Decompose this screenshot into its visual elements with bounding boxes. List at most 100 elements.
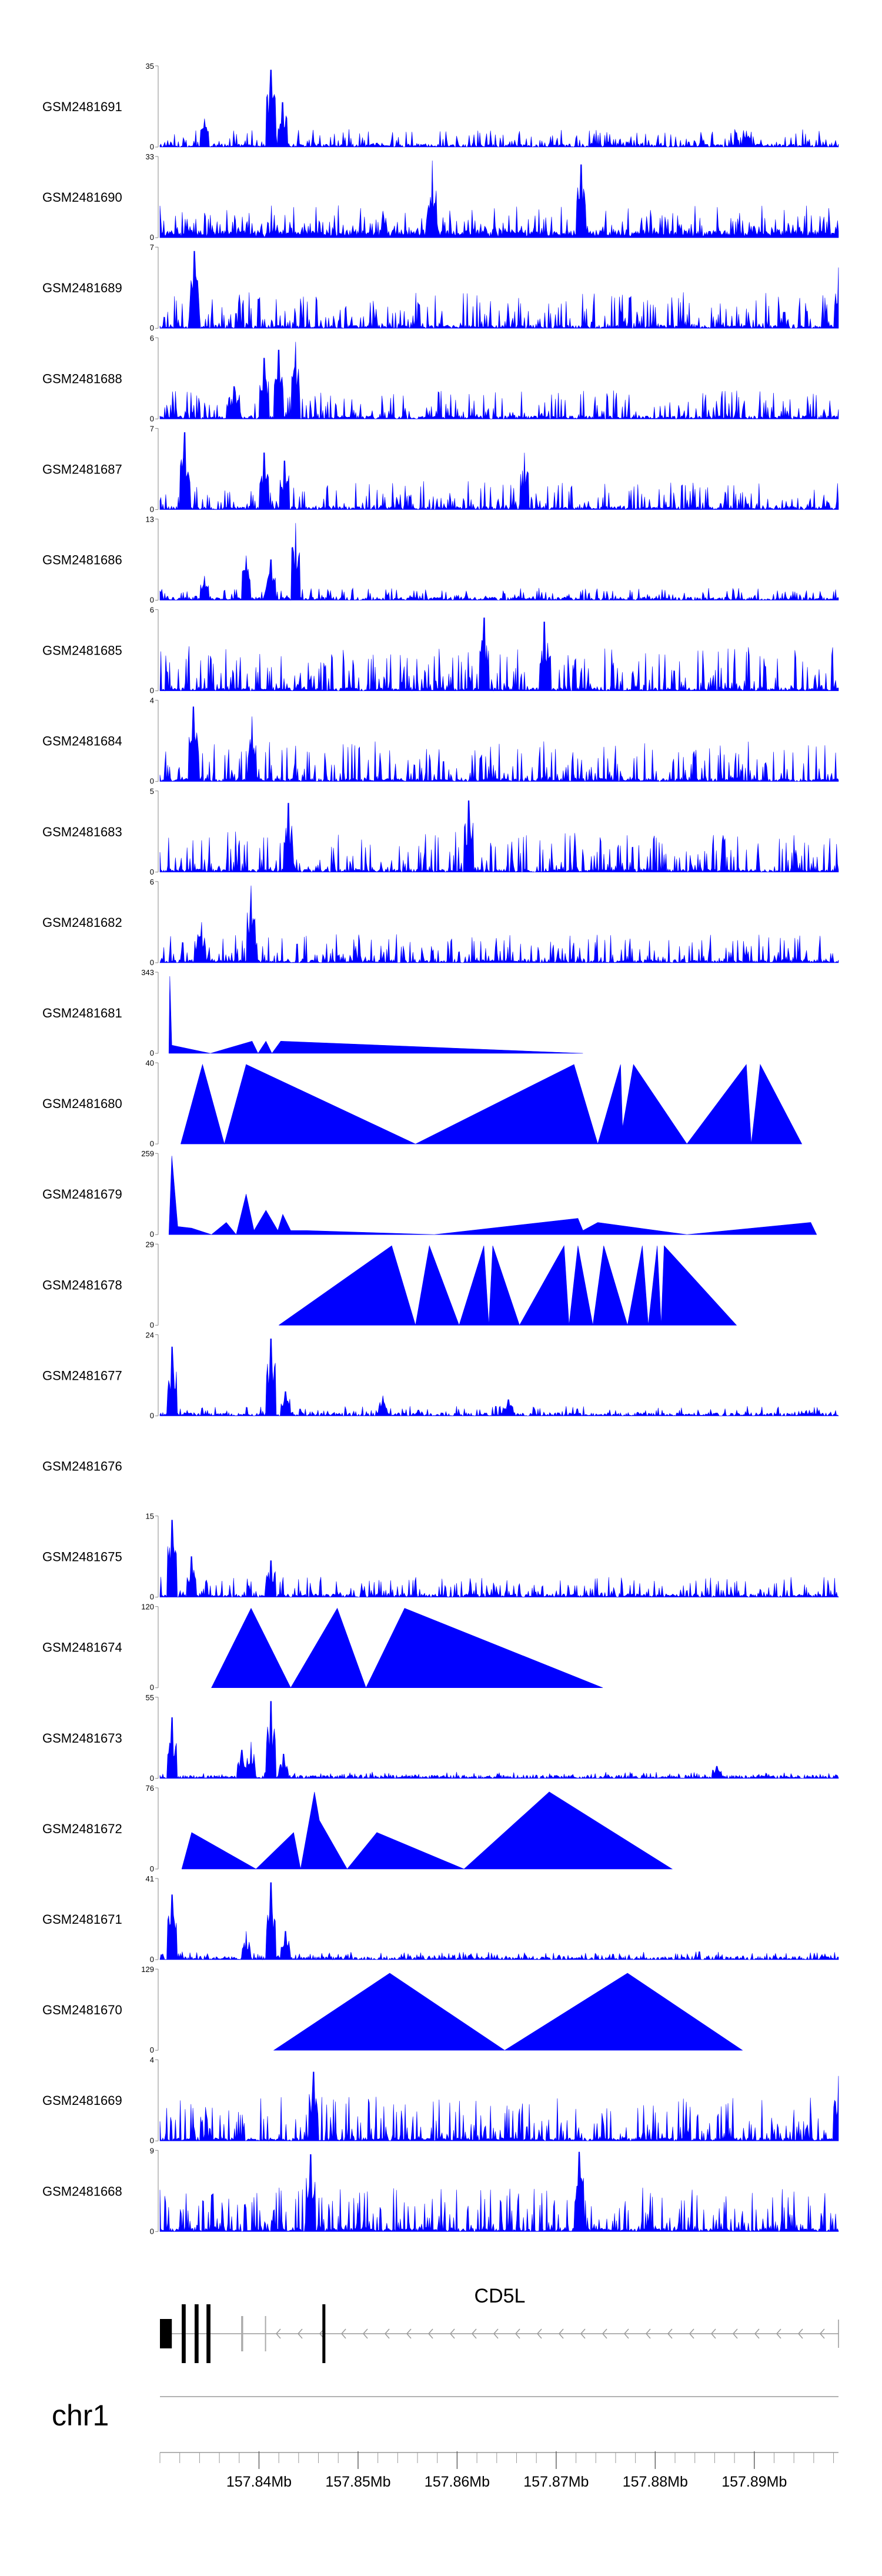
exon-block xyxy=(241,2316,243,2351)
y-zero-label: 0 xyxy=(150,1139,154,1148)
track-name-label: GSM2481684 xyxy=(42,734,122,749)
coverage-area xyxy=(168,976,583,1054)
y-max-label: 76 xyxy=(146,1784,154,1793)
coverage-area xyxy=(159,618,839,692)
coverage-area xyxy=(168,1156,817,1235)
track-name-label: GSM2481682 xyxy=(42,915,122,930)
coverage-area xyxy=(211,1607,603,1689)
coverage-area xyxy=(159,69,839,148)
track-name-label: GSM2481670 xyxy=(42,2003,122,2017)
track-gsm2481686: GSM2481686 13 0 xyxy=(42,515,839,605)
coverage-area xyxy=(159,2151,839,2233)
track-gsm2481675: GSM2481675 15 0 xyxy=(42,1512,839,1601)
track-gsm2481684: GSM2481684 4 0 xyxy=(42,696,839,786)
exon-block xyxy=(160,2319,172,2348)
y-zero-label: 0 xyxy=(150,414,154,423)
coverage-area xyxy=(181,1791,673,1870)
y-zero-label: 0 xyxy=(150,323,154,332)
strand-arrow-icon xyxy=(341,2328,346,2339)
track-name-label: GSM2481680 xyxy=(42,1096,122,1111)
y-zero-label: 0 xyxy=(150,1320,154,1329)
track-gsm2481669: GSM2481669 4 0 xyxy=(42,2056,839,2145)
y-zero-label: 0 xyxy=(150,867,154,876)
y-zero-label: 0 xyxy=(150,1230,154,1239)
y-zero-label: 0 xyxy=(150,1411,154,1420)
track-name-label: GSM2481671 xyxy=(42,1912,122,1927)
y-max-label: 6 xyxy=(150,333,154,342)
exon-block xyxy=(322,2304,326,2363)
track-name-label: GSM2481676 xyxy=(42,1459,122,1474)
coverage-area xyxy=(159,885,839,964)
track-gsm2481687: GSM2481687 7 0 xyxy=(42,424,839,513)
y-zero-label: 0 xyxy=(150,1049,154,1057)
strand-arrow-icon xyxy=(754,2328,760,2339)
strand-arrow-icon xyxy=(298,2328,303,2339)
strand-arrow-icon xyxy=(537,2328,542,2339)
y-max-label: 6 xyxy=(150,606,154,615)
y-zero-label: 0 xyxy=(150,1864,154,1873)
coverage-area xyxy=(159,1520,839,1598)
track-name-label: GSM2481685 xyxy=(42,643,122,658)
x-tick-label: 157.89Mb xyxy=(721,2474,787,2490)
track-gsm2481691: GSM2481691 35 0 xyxy=(42,62,839,151)
y-max-label: 33 xyxy=(146,152,154,161)
track-gsm2481672: GSM2481672 76 0 xyxy=(42,1784,673,1873)
strand-arrow-icon xyxy=(276,2328,281,2339)
exon-block xyxy=(265,2316,266,2351)
track-name-label: GSM2481669 xyxy=(42,2093,122,2108)
strand-arrow-icon xyxy=(624,2328,629,2339)
track-name-label: GSM2481672 xyxy=(42,1821,122,1836)
coverage-area xyxy=(159,1882,839,1961)
track-gsm2481673: GSM2481673 55 0 xyxy=(42,1693,839,1783)
y-max-label: 6 xyxy=(150,877,154,886)
y-max-label: 55 xyxy=(146,1693,154,1702)
y-zero-label: 0 xyxy=(150,1955,154,1964)
coverage-area xyxy=(181,1063,803,1145)
track-gsm2481668: GSM2481668 9 0 xyxy=(42,2146,839,2235)
track-gsm2481674: GSM2481674 120 0 xyxy=(42,1603,603,1692)
track-name-label: GSM2481674 xyxy=(42,1640,122,1655)
y-max-label: 13 xyxy=(146,515,154,524)
data-tracks: GSM2481691350GSM2481690330GSM248168970GS… xyxy=(42,62,839,2235)
y-max-label: 129 xyxy=(141,1965,154,1974)
track-gsm2481688: GSM2481688 6 0 xyxy=(42,333,839,423)
track-gsm2481679: GSM2481679 259 0 xyxy=(42,1149,817,1239)
y-zero-label: 0 xyxy=(150,1593,154,1601)
y-max-label: 4 xyxy=(150,696,154,705)
y-zero-label: 0 xyxy=(150,777,154,786)
track-name-label: GSM2481683 xyxy=(42,825,122,839)
x-tick-label: 157.86Mb xyxy=(425,2474,490,2490)
track-name-label: GSM2481687 xyxy=(42,462,122,476)
y-max-label: 9 xyxy=(150,2146,154,2155)
y-zero-label: 0 xyxy=(150,142,154,151)
coverage-area xyxy=(159,800,839,873)
y-max-label: 24 xyxy=(146,1330,154,1339)
track-name-label: GSM2481675 xyxy=(42,1550,122,1564)
y-zero-label: 0 xyxy=(150,2227,154,2235)
strand-arrow-icon xyxy=(363,2328,368,2339)
track-name-label: GSM2481686 xyxy=(42,553,122,568)
exon-block xyxy=(206,2304,211,2363)
strand-arrow-icon xyxy=(820,2328,825,2339)
strand-arrow-icon xyxy=(776,2328,781,2339)
y-max-label: 120 xyxy=(141,1603,154,1611)
track-name-label: GSM2481673 xyxy=(42,1731,122,1746)
track-name-label: GSM2481681 xyxy=(42,1006,122,1020)
track-gsm2481681: GSM2481681 343 0 xyxy=(42,968,583,1057)
y-max-label: 259 xyxy=(141,1149,154,1158)
track-gsm2481685: GSM2481685 6 0 xyxy=(42,606,839,695)
track-gsm2481670: GSM2481670 129 0 xyxy=(42,1965,743,2054)
track-gsm2481676: GSM2481676 xyxy=(42,1459,122,1474)
strand-arrow-icon xyxy=(798,2328,803,2339)
y-max-label: 343 xyxy=(141,968,154,977)
track-name-label: GSM2481690 xyxy=(42,190,122,205)
strand-arrow-icon xyxy=(711,2328,716,2339)
track-gsm2481683: GSM2481683 5 0 xyxy=(42,787,839,876)
coverage-area xyxy=(159,160,839,238)
track-gsm2481677: GSM2481677 24 0 xyxy=(42,1330,839,1420)
y-zero-label: 0 xyxy=(150,596,154,605)
track-gsm2481671: GSM2481671 41 0 xyxy=(42,1874,839,1964)
strand-arrow-icon xyxy=(515,2328,520,2339)
coverage-area xyxy=(159,251,839,329)
strand-arrow-icon xyxy=(602,2328,607,2339)
